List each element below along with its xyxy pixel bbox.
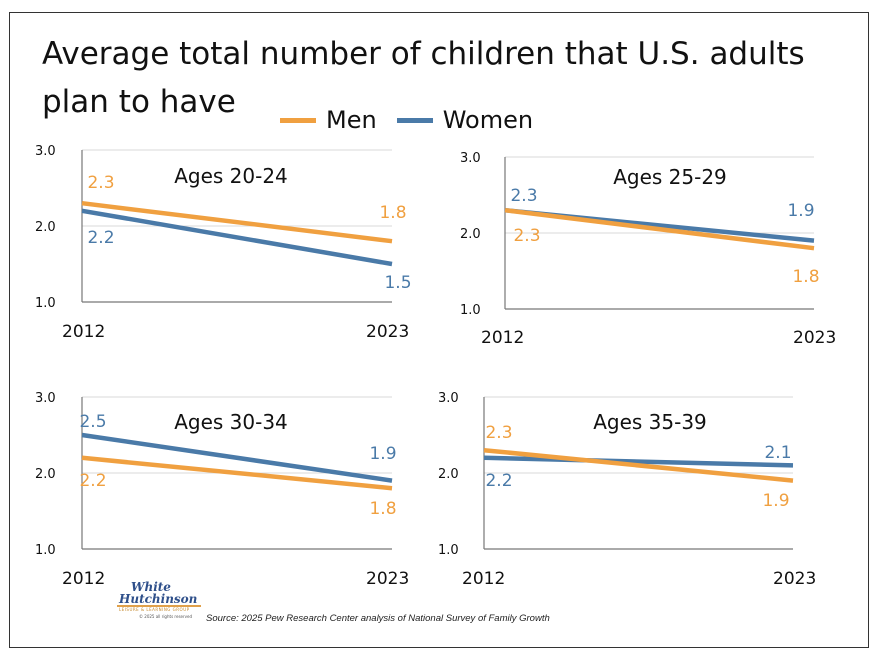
data-label-women: 1.9 xyxy=(369,444,396,464)
y-tick-label: 2.0 xyxy=(438,467,459,482)
series-line-men xyxy=(483,447,794,483)
series-line-women xyxy=(81,432,393,483)
x-tick-label: 2012 xyxy=(481,328,524,348)
x-tick-label: 2012 xyxy=(62,569,105,589)
data-label-men: 1.9 xyxy=(762,491,789,511)
y-tick-label: 3.0 xyxy=(35,144,56,159)
x-tick-label: 2023 xyxy=(793,328,836,348)
panel-title: Ages 35-39 xyxy=(593,410,707,434)
source-note: Source: 2025 Pew Research Center analysi… xyxy=(206,613,550,624)
y-tick-label: 2.0 xyxy=(35,467,56,482)
y-tick-label: 2.0 xyxy=(35,220,56,235)
data-label-men: 1.8 xyxy=(792,267,819,287)
logo-text-copyright: © 2025 all rights reserved xyxy=(139,614,192,619)
panel-title: Ages 20-24 xyxy=(174,164,288,188)
panel-title: Ages 30-34 xyxy=(174,410,288,434)
series-line-men xyxy=(81,200,393,244)
legend: Men Women xyxy=(280,104,553,136)
data-label-women: 2.2 xyxy=(485,471,512,491)
y-tick-label: 1.0 xyxy=(35,543,56,558)
data-label-women: 1.9 xyxy=(787,201,814,221)
series-line-men xyxy=(504,207,815,251)
series-line-women xyxy=(81,208,393,267)
data-label-men: 1.8 xyxy=(379,203,406,223)
legend-label-men: Men xyxy=(326,106,377,134)
panel-title: Ages 25-29 xyxy=(613,165,727,189)
series-line-women xyxy=(483,455,794,468)
data-label-women: 2.3 xyxy=(510,186,537,206)
x-tick-label: 2012 xyxy=(462,569,505,589)
y-tick-label: 1.0 xyxy=(438,543,459,558)
legend-item-women: Women xyxy=(396,106,534,134)
x-tick-label: 2023 xyxy=(366,322,409,342)
data-label-women: 2.2 xyxy=(87,228,114,248)
data-label-men: 2.3 xyxy=(513,226,540,246)
legend-label-women: Women xyxy=(442,106,534,134)
data-label-men: 2.2 xyxy=(79,471,106,491)
data-label-men: 2.3 xyxy=(485,423,512,443)
y-tick-label: 1.0 xyxy=(35,296,56,311)
x-tick-label: 2023 xyxy=(773,569,816,589)
logo-text-group: LEISURE & LEARNING GROUP xyxy=(119,607,190,612)
x-tick-label: 2023 xyxy=(366,569,409,589)
data-label-women: 2.5 xyxy=(79,412,106,432)
legend-item-men: Men xyxy=(280,106,377,134)
y-tick-label: 2.0 xyxy=(460,227,481,242)
data-label-women: 2.1 xyxy=(764,443,791,463)
slide-frame xyxy=(9,12,869,648)
series-line-men xyxy=(81,455,393,491)
y-tick-label: 3.0 xyxy=(35,391,56,406)
logo-text-hutchinson: Hutchinson xyxy=(119,592,198,606)
x-tick-label: 2012 xyxy=(62,322,105,342)
data-label-men: 1.8 xyxy=(369,499,396,519)
white-hutchinson-logo: White Hutchinson LEISURE & LEARNING GROU… xyxy=(117,580,207,624)
panel-1: 1.0 2.0 3.0 2012 2023 Ages 20-24 2.3 1.8 2.2 1.5 xyxy=(35,144,412,342)
y-tick-label: 3.0 xyxy=(460,151,481,166)
logo-text-white: White xyxy=(131,580,171,594)
data-label-men: 2.3 xyxy=(87,173,114,193)
legend-swatch-men xyxy=(280,117,316,123)
panel-2: 1.0 2.0 3.0 2012 2023 Ages 25-29 2.3 1.8 2.3 1.9 xyxy=(460,151,836,348)
panel-4: 1.0 2.0 3.0 2012 2023 Ages 35-39 2.3 1.9 2.2 2.1 xyxy=(438,391,816,589)
logo-swoosh xyxy=(117,605,201,607)
legend-swatch-women xyxy=(396,117,433,123)
data-label-women: 1.5 xyxy=(384,273,411,293)
y-tick-label: 3.0 xyxy=(438,391,459,406)
panel-3: 1.0 2.0 3.0 2012 2023 Ages 30-34 2.2 1.8 2.5 1.9 xyxy=(35,391,409,589)
y-tick-label: 1.0 xyxy=(460,303,481,318)
chart-title: Average total number of children that U.… xyxy=(42,36,805,120)
